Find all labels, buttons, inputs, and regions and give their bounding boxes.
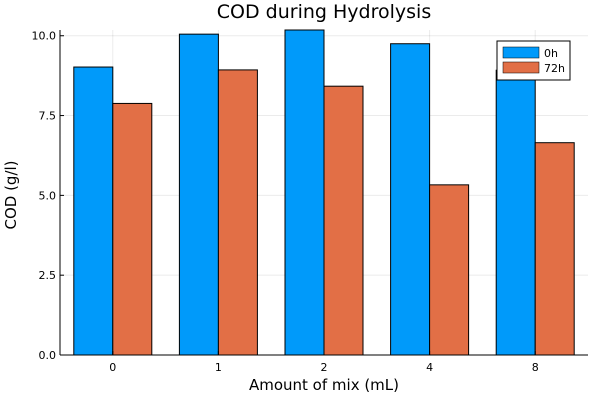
legend: 0h 72h xyxy=(496,40,571,81)
x-tick-label: 0 xyxy=(109,361,116,374)
x-tick-label: 8 xyxy=(532,361,539,374)
x-tick-label: 4 xyxy=(426,361,433,374)
x-axis-label: Amount of mix (mL) xyxy=(249,376,399,394)
y-tick-label: 2.5 xyxy=(39,269,57,282)
y-axis-label: COD (g/l) xyxy=(2,160,20,229)
chart-title: COD during Hydrolysis xyxy=(217,1,431,23)
bars xyxy=(73,29,575,356)
x-tick-label: 2 xyxy=(321,361,328,374)
bar-72h-0 xyxy=(112,102,153,356)
legend-swatch-72h xyxy=(502,61,540,74)
y-tick-label: 7.5 xyxy=(39,110,57,123)
legend-label-0h: 0h xyxy=(544,47,558,60)
y-tick-label: 10.0 xyxy=(32,30,57,43)
bar-0h-8 xyxy=(495,69,536,356)
bar-0h-1 xyxy=(178,33,219,356)
legend-swatch-0h xyxy=(502,46,540,59)
bar-72h-1 xyxy=(217,69,258,356)
legend-label-72h: 72h xyxy=(544,62,565,75)
x-tick-label: 1 xyxy=(215,361,222,374)
y-tick-label: 0.0 xyxy=(39,349,57,362)
bar-72h-4 xyxy=(429,184,470,356)
bar-72h-2 xyxy=(323,85,364,356)
bar-0h-4 xyxy=(390,43,431,356)
bar-72h-8 xyxy=(534,142,575,356)
y-tick-label: 5.0 xyxy=(39,189,57,202)
bar-0h-2 xyxy=(284,29,325,356)
ticks: 0.0 2.5 5.0 7.5 10.0 0 1 2 4 8 xyxy=(32,30,539,374)
bar-0h-0 xyxy=(73,66,114,356)
